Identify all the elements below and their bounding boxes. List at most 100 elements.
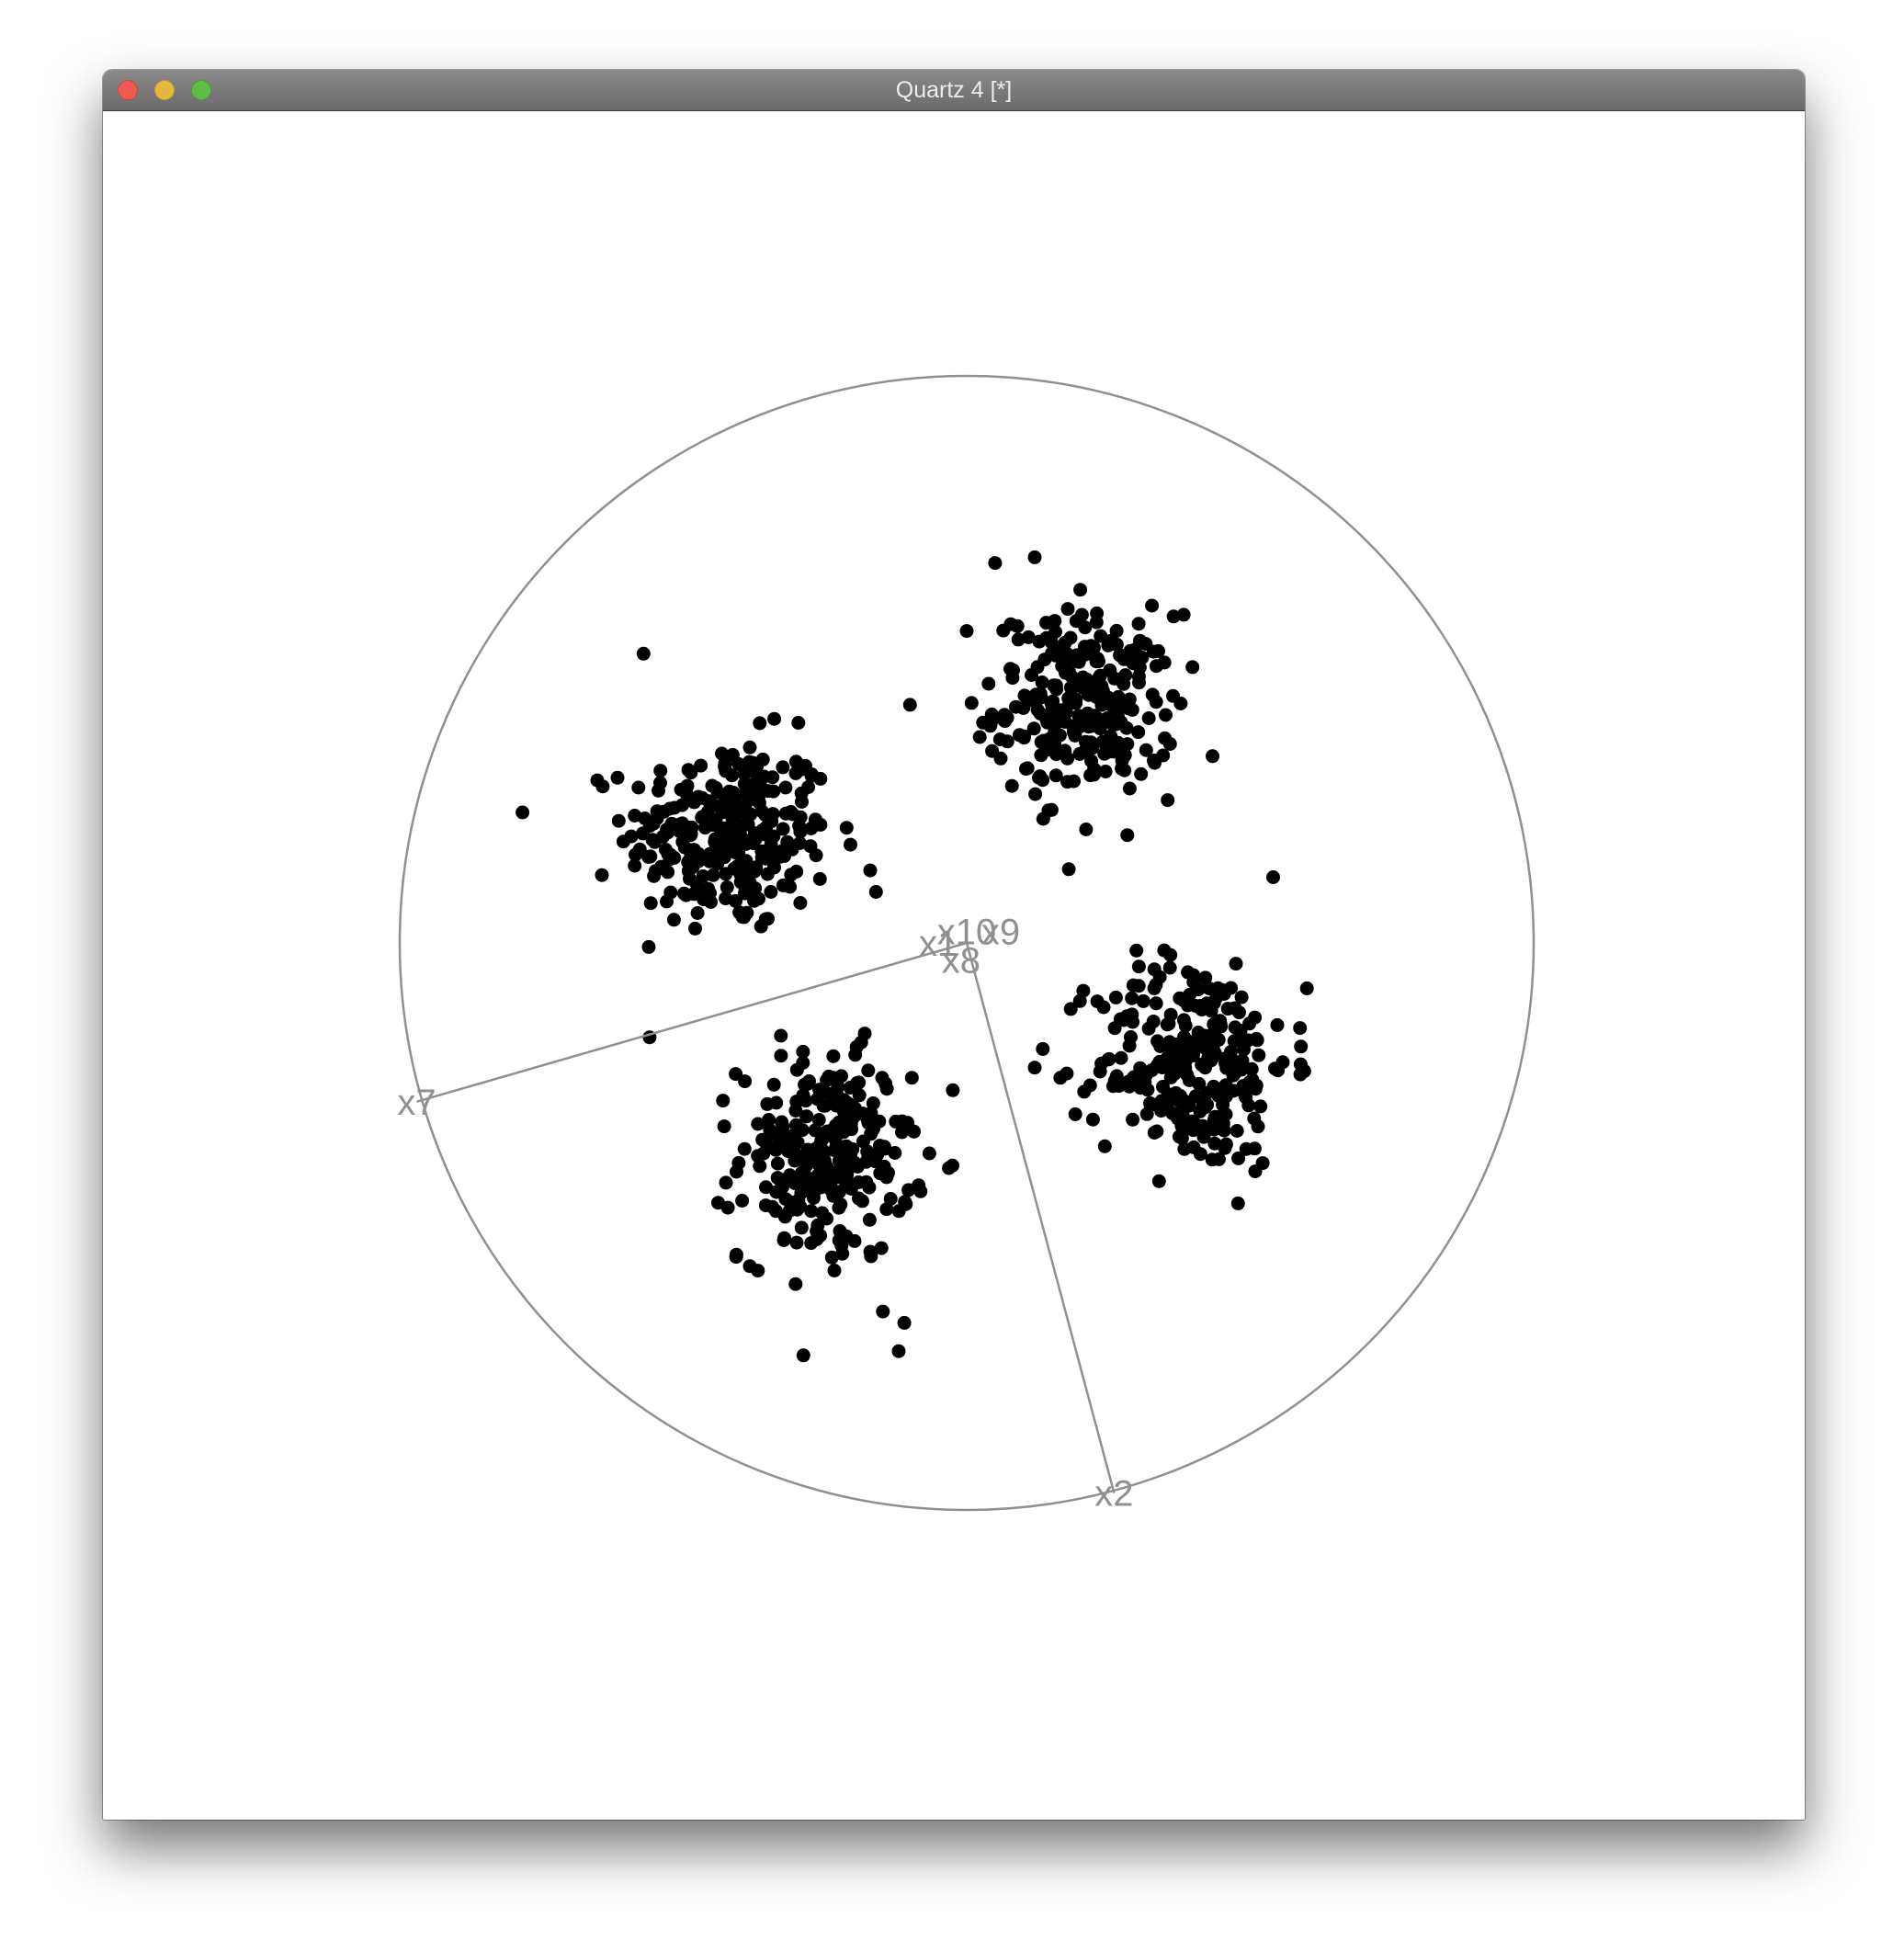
data-point: [1027, 1061, 1042, 1075]
data-point: [1035, 675, 1049, 689]
data-point: [1252, 1048, 1266, 1062]
data-point: [1143, 1095, 1158, 1110]
data-point: [1026, 721, 1041, 736]
data-point: [1067, 774, 1081, 789]
data-point: [813, 771, 828, 786]
data-point: [826, 1049, 841, 1063]
data-point: [1044, 696, 1059, 709]
data-point: [704, 895, 718, 909]
data-point: [763, 1123, 777, 1138]
data-point: [632, 842, 647, 857]
data-point: [1032, 634, 1047, 649]
axis-label-x7: x7: [397, 1083, 436, 1123]
data-point: [804, 1236, 819, 1251]
data-point: [616, 834, 630, 849]
data-point: [1186, 1123, 1201, 1138]
data-point: [1147, 981, 1162, 995]
data-point: [776, 878, 790, 892]
data-point: [796, 1348, 810, 1363]
data-point: [808, 1123, 822, 1138]
data-point: [1105, 635, 1120, 650]
minimize-window-button[interactable]: [154, 80, 175, 100]
data-point: [778, 806, 793, 821]
data-point: [1087, 762, 1102, 777]
data-point: [1196, 1098, 1210, 1113]
close-window-button[interactable]: [118, 80, 138, 100]
data-point: [770, 1156, 785, 1171]
data-point: [1145, 687, 1160, 702]
data-point: [1027, 550, 1042, 564]
data-point: [1102, 1051, 1116, 1066]
data-point: [1155, 1061, 1170, 1075]
data-point: [1147, 1126, 1162, 1140]
data-point: [1139, 743, 1153, 757]
data-point: [1198, 970, 1213, 985]
data-point: [732, 826, 747, 841]
data-point: [1006, 663, 1020, 677]
data-point: [766, 1141, 781, 1155]
data-point: [1150, 1034, 1165, 1049]
data-point: [1294, 1039, 1309, 1054]
plot-area: x10 x1 x8 x9 x7 x2: [103, 111, 1805, 1820]
data-point: [1030, 660, 1045, 675]
data-point: [764, 885, 778, 899]
window-titlebar[interactable]: Quartz 4 [*]: [103, 70, 1805, 111]
data-point: [959, 624, 974, 639]
data-point: [1194, 999, 1208, 1013]
data-point: [1163, 1007, 1178, 1022]
data-point: [988, 556, 1003, 571]
data-point: [1098, 765, 1113, 778]
data-point: [772, 1129, 787, 1144]
data-point: [1061, 664, 1076, 678]
data-point: [1207, 1122, 1221, 1137]
data-point: [852, 1191, 866, 1206]
data-point: [718, 759, 732, 774]
data-point: [735, 910, 750, 925]
data-point: [1200, 1085, 1215, 1100]
data-point: [643, 896, 658, 911]
data-point: [1108, 990, 1123, 1004]
data-point: [1113, 672, 1127, 687]
data-point: [737, 1141, 752, 1156]
data-point: [516, 805, 530, 820]
data-point: [1180, 1034, 1195, 1049]
data-point: [876, 1304, 890, 1319]
data-point: [809, 1183, 823, 1197]
data-point: [631, 780, 646, 795]
data-point: [1204, 1053, 1218, 1068]
data-point: [847, 1233, 862, 1248]
data-point: [1086, 641, 1101, 655]
data-point: [1136, 993, 1150, 1008]
data-point: [1017, 729, 1031, 743]
zoom-window-button[interactable]: [191, 80, 211, 100]
data-point: [708, 836, 723, 851]
data-point: [832, 1200, 846, 1215]
data-point: [1157, 655, 1172, 670]
data-point: [1139, 1107, 1154, 1121]
data-point: [1036, 773, 1050, 788]
data-point: [1176, 1013, 1191, 1027]
data-point: [1173, 1051, 1188, 1066]
data-point: [688, 921, 702, 936]
data-point: [842, 1177, 856, 1192]
data-point: [809, 1171, 823, 1186]
data-point: [1207, 996, 1221, 1010]
data-point: [769, 1185, 784, 1199]
data-point: [1163, 1071, 1178, 1084]
data-point: [1241, 1098, 1256, 1113]
data-point: [1230, 1124, 1244, 1138]
data-point: [659, 843, 673, 857]
data-point: [1248, 1082, 1263, 1096]
data-point: [719, 1175, 733, 1190]
data-point: [834, 1069, 848, 1084]
data-point: [857, 1027, 872, 1041]
data-point: [1126, 978, 1140, 993]
data-point: [1103, 663, 1117, 677]
data-point: [706, 868, 720, 882]
data-point: [1207, 1136, 1222, 1151]
data-point: [701, 881, 715, 896]
data-point: [1120, 737, 1135, 752]
data-point: [1270, 1017, 1285, 1032]
data-point: [984, 707, 999, 721]
data-point: [791, 716, 806, 730]
